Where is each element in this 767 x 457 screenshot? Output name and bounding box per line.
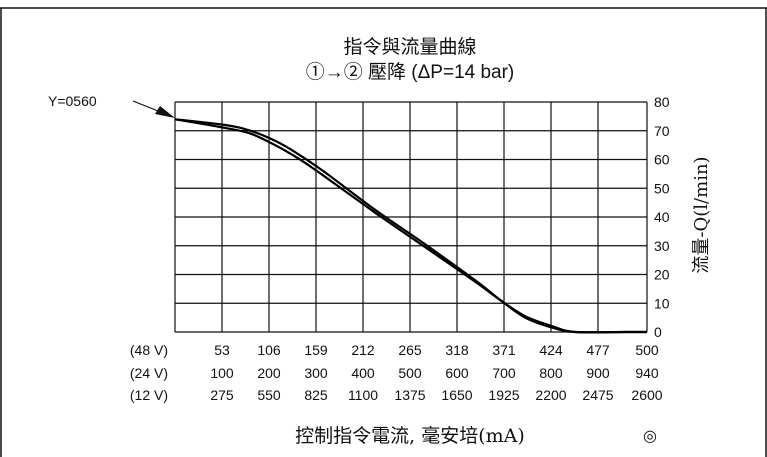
chart-subtitle: ①→② 壓降 (ΔP=14 bar) bbox=[306, 61, 515, 83]
x-tick-label: 1100 bbox=[348, 387, 378, 403]
y-tick-label: 80 bbox=[654, 94, 670, 110]
series-group bbox=[174, 118, 647, 334]
x-tick-label: 371 bbox=[492, 342, 516, 358]
x-tick-label: 275 bbox=[210, 387, 234, 403]
x-tick-label: 159 bbox=[304, 342, 328, 358]
x-tick-label: 600 bbox=[445, 365, 469, 381]
x-row-label: (24 V) bbox=[130, 365, 168, 381]
x-tick-label: 1650 bbox=[441, 387, 472, 403]
y-tick-label: 70 bbox=[654, 123, 670, 139]
x-tick-label: 550 bbox=[257, 387, 281, 403]
chart-title: 指令與流量曲線 bbox=[343, 36, 476, 58]
x-tick-label: 424 bbox=[539, 342, 563, 358]
x-axis-label: 控制指令電流, 毫安培(mA) bbox=[295, 425, 525, 447]
x-tick-label: 265 bbox=[398, 342, 422, 358]
x-tick-label: 1925 bbox=[488, 387, 519, 403]
y-tick-label: 20 bbox=[654, 267, 670, 283]
grid bbox=[174, 101, 648, 333]
symbol-mark: ◎ bbox=[643, 428, 657, 445]
x-axis-rows: (48 V) 53 106 159 212 265 318 371 424 477 500 (24 V… bbox=[130, 342, 663, 403]
y-tick-labels: 0 10 20 30 40 50 60 70 80 bbox=[654, 94, 670, 340]
x-tick-label: 53 bbox=[214, 342, 230, 358]
x-tick-label: 300 bbox=[304, 365, 328, 381]
y-tick-label: 30 bbox=[654, 238, 670, 254]
y-tick-label: 60 bbox=[654, 152, 670, 168]
x-tick-label: 477 bbox=[586, 342, 610, 358]
x-tick-label: 100 bbox=[210, 365, 234, 381]
y-tick-label: 40 bbox=[654, 209, 670, 225]
x-tick-label: 2475 bbox=[582, 387, 613, 403]
x-row-label: (48 V) bbox=[130, 342, 168, 358]
x-tick-label: 106 bbox=[257, 342, 281, 358]
x-tick-label: 940 bbox=[635, 365, 659, 381]
x-row-label: (12 V) bbox=[130, 387, 168, 403]
curve-annotation: Y=0560 bbox=[48, 93, 97, 109]
x-tick-label: 900 bbox=[586, 365, 610, 381]
annotation-arrowhead bbox=[155, 106, 175, 118]
series-line-1 bbox=[174, 118, 647, 334]
x-tick-label: 200 bbox=[257, 365, 281, 381]
x-tick-label: 700 bbox=[492, 365, 516, 381]
y-tick-label: 50 bbox=[654, 180, 670, 196]
x-tick-label: 825 bbox=[304, 387, 328, 403]
series-line-2 bbox=[174, 118, 647, 334]
x-tick-label: 400 bbox=[351, 365, 375, 381]
y-axis-label: 流量-Q(l/min) bbox=[691, 156, 712, 273]
x-tick-label: 2200 bbox=[535, 387, 566, 403]
y-tick-label: 0 bbox=[654, 324, 662, 340]
x-tick-label: 500 bbox=[635, 342, 659, 358]
y-tick-label: 10 bbox=[654, 295, 670, 311]
x-tick-label: 500 bbox=[398, 365, 422, 381]
x-tick-label: 1375 bbox=[394, 387, 425, 403]
x-tick-label: 212 bbox=[351, 342, 375, 358]
x-tick-label: 2600 bbox=[631, 387, 662, 403]
x-tick-label: 318 bbox=[445, 342, 469, 358]
x-tick-label: 800 bbox=[539, 365, 563, 381]
